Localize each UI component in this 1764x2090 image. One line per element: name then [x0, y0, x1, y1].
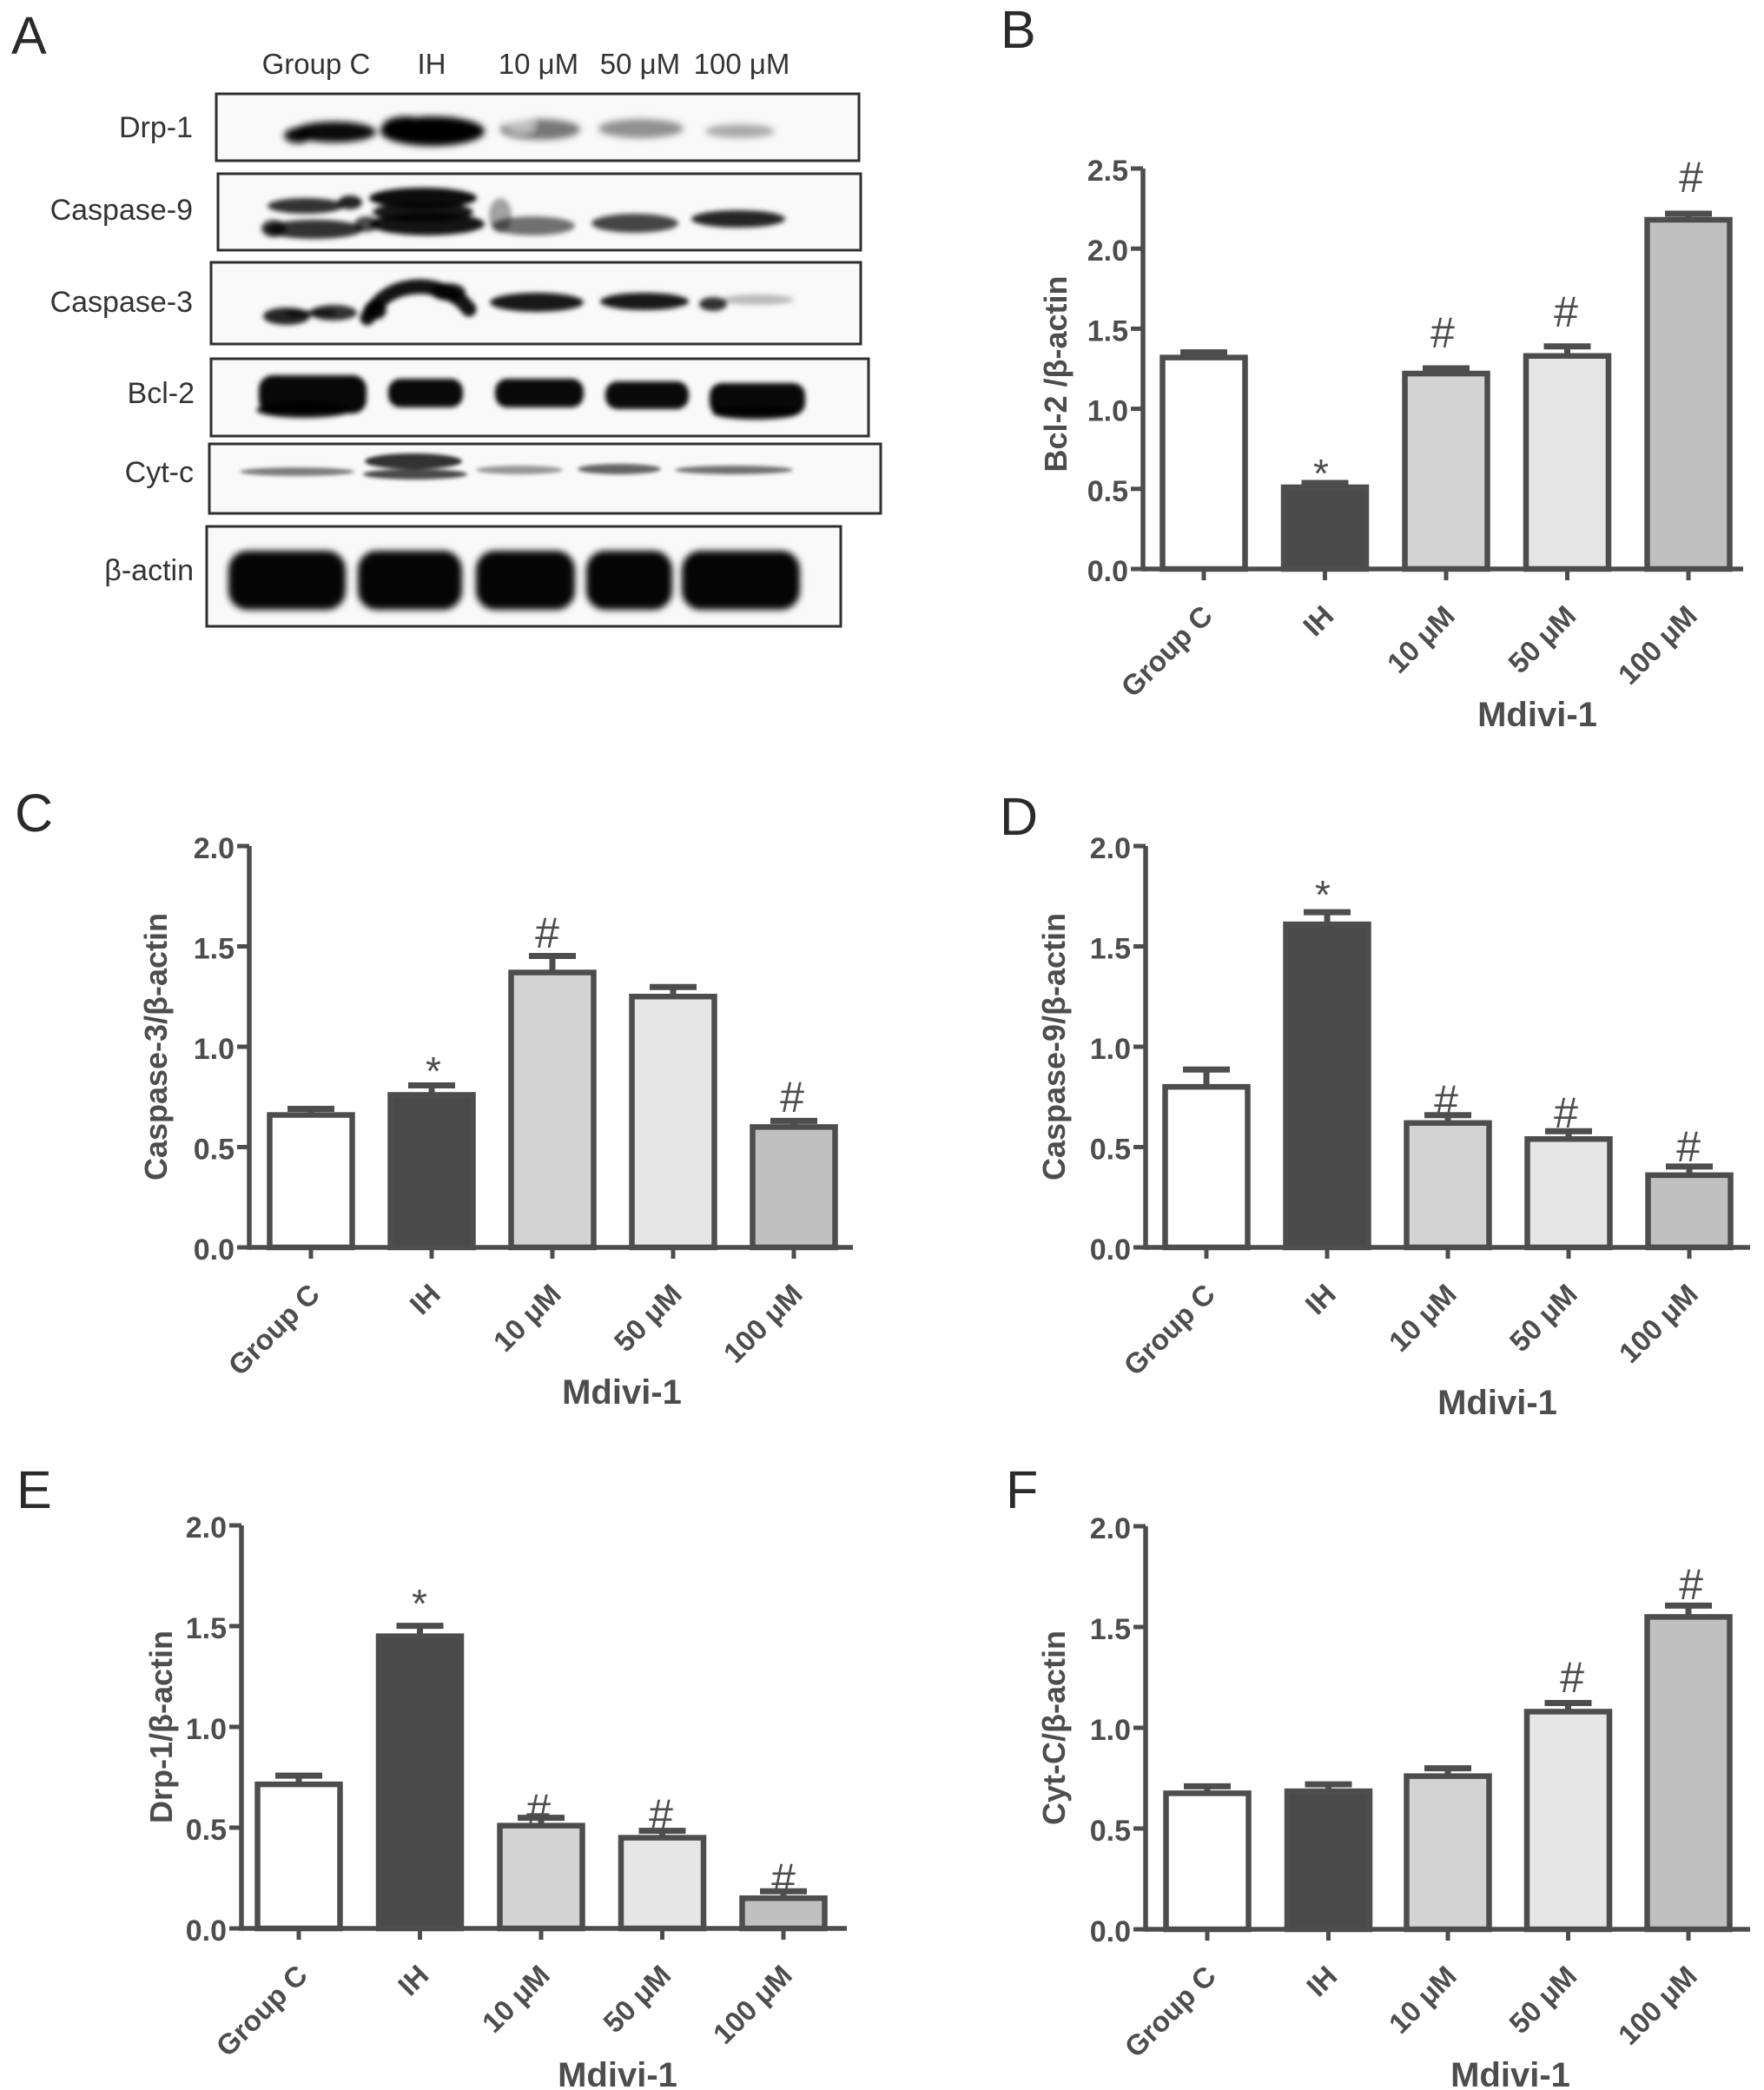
- svg-text:1.0: 1.0: [186, 1713, 227, 1746]
- svg-text:0.0: 0.0: [186, 1915, 227, 1948]
- svg-text:0.5: 0.5: [1090, 1134, 1131, 1167]
- svg-text:#: #: [1434, 1076, 1458, 1125]
- svg-text:Mdivi-1: Mdivi-1: [558, 2056, 677, 2090]
- svg-text:IH: IH: [418, 48, 446, 80]
- svg-text:0.5: 0.5: [1090, 1815, 1131, 1848]
- svg-text:Bcl-2 /β-actin: Bcl-2 /β-actin: [1038, 275, 1074, 472]
- svg-text:Group C: Group C: [262, 48, 371, 80]
- svg-text:#: #: [535, 909, 559, 957]
- svg-text:*: *: [1315, 872, 1331, 917]
- svg-text:1.5: 1.5: [1087, 314, 1128, 347]
- svg-text:10 μM: 10 μM: [499, 48, 578, 80]
- svg-text:E: E: [17, 1460, 52, 1519]
- svg-text:2.5: 2.5: [1087, 155, 1128, 188]
- svg-text:0.0: 0.0: [1090, 1233, 1131, 1267]
- svg-text:Drp-1: Drp-1: [119, 111, 193, 144]
- svg-text:1.0: 1.0: [1090, 1033, 1131, 1066]
- svg-text:2.0: 2.0: [194, 832, 235, 865]
- svg-text:B: B: [1001, 0, 1036, 59]
- svg-text:#: #: [1679, 1560, 1703, 1609]
- svg-text:0.0: 0.0: [1087, 555, 1128, 588]
- svg-text:100 μM: 100 μM: [694, 48, 790, 80]
- svg-text:0.0: 0.0: [194, 1233, 235, 1267]
- svg-text:Mdivi-1: Mdivi-1: [1437, 1384, 1557, 1422]
- svg-text:A: A: [11, 6, 47, 65]
- svg-text:50 μM: 50 μM: [600, 48, 680, 80]
- svg-text:#: #: [1430, 308, 1455, 357]
- svg-text:2.0: 2.0: [186, 1511, 227, 1544]
- svg-text:#: #: [1554, 1088, 1578, 1137]
- svg-text:F: F: [1006, 1460, 1038, 1519]
- svg-text:1.5: 1.5: [1090, 1613, 1131, 1646]
- svg-text:*: *: [412, 1581, 427, 1626]
- svg-text:*: *: [426, 1048, 441, 1094]
- svg-text:1.5: 1.5: [1090, 933, 1131, 966]
- svg-text:Mdivi-1: Mdivi-1: [562, 1373, 682, 1412]
- svg-text:1.5: 1.5: [186, 1612, 227, 1645]
- svg-text:#: #: [1679, 153, 1703, 202]
- svg-text:0.0: 0.0: [1090, 1915, 1131, 1948]
- svg-text:1.0: 1.0: [1087, 395, 1128, 428]
- svg-text:Caspase-3/β-actin: Caspase-3/β-actin: [138, 913, 174, 1181]
- svg-text:Mdivi-1: Mdivi-1: [1450, 2056, 1570, 2090]
- svg-text:β-actin: β-actin: [104, 554, 194, 587]
- svg-text:1.0: 1.0: [1090, 1714, 1131, 1747]
- svg-text:0.5: 0.5: [1087, 475, 1128, 508]
- svg-text:#: #: [1560, 1653, 1584, 1702]
- svg-text:Bcl-2: Bcl-2: [128, 377, 195, 410]
- svg-text:C: C: [15, 784, 53, 843]
- svg-text:Caspase-3: Caspase-3: [50, 286, 193, 319]
- svg-text:2.0: 2.0: [1090, 1512, 1131, 1545]
- svg-text:1.0: 1.0: [194, 1033, 235, 1066]
- svg-text:2.0: 2.0: [1090, 832, 1131, 865]
- svg-text:2.0: 2.0: [1087, 235, 1128, 268]
- svg-text:#: #: [1554, 288, 1578, 336]
- svg-text:Cyt-C/β-actin: Cyt-C/β-actin: [1036, 1630, 1072, 1825]
- svg-text:#: #: [780, 1073, 804, 1121]
- svg-text:#: #: [649, 1790, 673, 1839]
- svg-text:0.5: 0.5: [186, 1814, 227, 1847]
- svg-text:#: #: [1676, 1122, 1701, 1171]
- svg-text:*: *: [1313, 451, 1329, 496]
- svg-text:Cyt-c: Cyt-c: [125, 456, 194, 489]
- svg-text:D: D: [1000, 787, 1038, 846]
- svg-text:#: #: [526, 1785, 551, 1834]
- svg-text:0.5: 0.5: [194, 1134, 235, 1167]
- svg-text:Caspase-9: Caspase-9: [50, 194, 193, 227]
- svg-text:1.5: 1.5: [194, 933, 235, 966]
- svg-text:Drp-1/β-actin: Drp-1/β-actin: [143, 1630, 179, 1823]
- svg-text:Mdivi-1: Mdivi-1: [1477, 696, 1597, 734]
- svg-text:#: #: [771, 1855, 796, 1903]
- svg-text:Caspase-9/β-actin: Caspase-9/β-actin: [1036, 913, 1072, 1181]
